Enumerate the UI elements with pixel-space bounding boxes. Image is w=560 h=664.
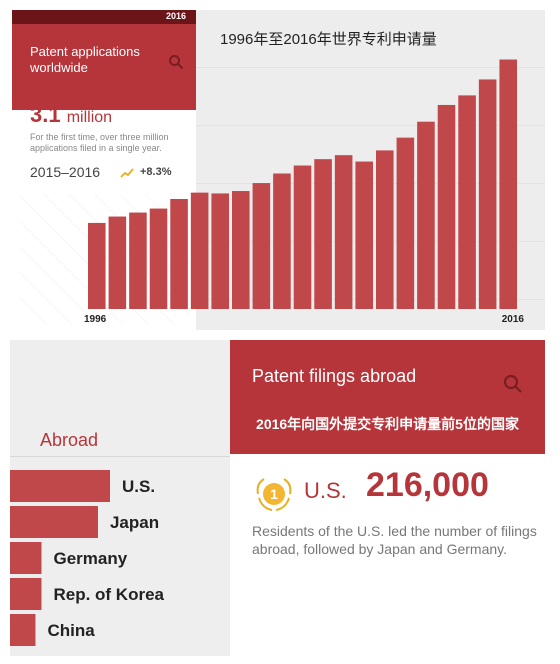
bar-2007 xyxy=(314,159,332,309)
year-strip: 2016 xyxy=(12,10,196,24)
bar-2011 xyxy=(396,137,415,309)
country-label: U.S. xyxy=(304,478,347,503)
applications-bar-chart: 1996 2016 xyxy=(84,59,525,325)
bar-1999 xyxy=(149,208,168,309)
bar-2001 xyxy=(190,192,209,309)
top-panel: 2016 Patent applications worldwide 3.1 m… xyxy=(12,10,545,330)
bar-2008 xyxy=(334,155,353,309)
trend-up-icon xyxy=(120,166,134,184)
bar-2010 xyxy=(376,150,394,309)
category-label-germany: Germany xyxy=(53,549,127,568)
bar-1997 xyxy=(108,216,127,309)
bottom-panel: Abroad U.S. Japan Germany Rep. of Korea Chin… xyxy=(10,340,545,656)
search-icon[interactable] xyxy=(168,54,184,75)
abroad-bar-chart: U.S. Japan Germany Rep. of Korea China xyxy=(10,470,165,646)
abroad-label: Abroad xyxy=(40,430,99,450)
bar-2005 xyxy=(273,173,291,309)
bar-u-s- xyxy=(10,470,110,502)
medal-icon: 1 xyxy=(254,474,294,519)
bar-1996 xyxy=(88,222,106,309)
patent-filings-abroad-card: Patent filings abroad 2016年向国外提交专利申请量前5位… xyxy=(230,340,545,656)
bar-rep-of-korea xyxy=(10,578,42,610)
divider xyxy=(10,456,230,457)
bar-2012 xyxy=(417,121,435,309)
x-tick-label-2016: 2016 xyxy=(502,314,525,325)
bar-2015 xyxy=(478,79,497,310)
card-subtitle: 2016年向国外提交专利申请量前5位的国家 xyxy=(256,416,519,432)
bar-2000 xyxy=(170,199,188,309)
growth-percent: +8.3% xyxy=(140,166,172,178)
chart-title: 1996年至2016年世界专利申请量 xyxy=(220,31,437,48)
bar-2014 xyxy=(458,95,476,309)
card-title: Patent filings abroad xyxy=(252,366,417,386)
bar-2003 xyxy=(232,191,250,309)
years-range: 2015–2016 xyxy=(30,164,101,180)
medal-rank: 1 xyxy=(270,486,278,502)
bar-2009 xyxy=(355,161,373,309)
card-title: Patent applications worldwide xyxy=(30,44,140,75)
bar-1998 xyxy=(129,212,147,309)
category-label-japan: Japan xyxy=(110,513,159,532)
category-label-rep-of-korea: Rep. of Korea xyxy=(53,585,164,604)
card-description: For the first time, over three million a… xyxy=(30,132,169,153)
big-unit: million xyxy=(66,109,113,126)
bar-2016 xyxy=(499,59,517,310)
category-label-china: China xyxy=(47,621,95,640)
year-badge: 2016 xyxy=(165,11,186,21)
bar-japan xyxy=(10,506,98,538)
category-label-u-s-: U.S. xyxy=(122,477,155,496)
card-description: Residents of the U.S. led the number of … xyxy=(252,523,537,557)
x-tick-label-1996: 1996 xyxy=(84,314,107,325)
card-header: Patent filings abroad 2016年向国外提交专利申请量前5位… xyxy=(230,340,545,454)
card-header: Patent applications worldwide xyxy=(12,24,196,110)
filings-number: 216,000 xyxy=(366,466,489,504)
bar-2002 xyxy=(211,193,229,309)
bar-2013 xyxy=(437,104,456,309)
bar-2006 xyxy=(293,165,312,309)
search-icon[interactable] xyxy=(503,374,523,400)
bar-germany xyxy=(10,542,42,574)
bar-china xyxy=(10,614,36,646)
bar-2004 xyxy=(252,183,271,309)
big-number: 3.1 million xyxy=(30,102,113,127)
